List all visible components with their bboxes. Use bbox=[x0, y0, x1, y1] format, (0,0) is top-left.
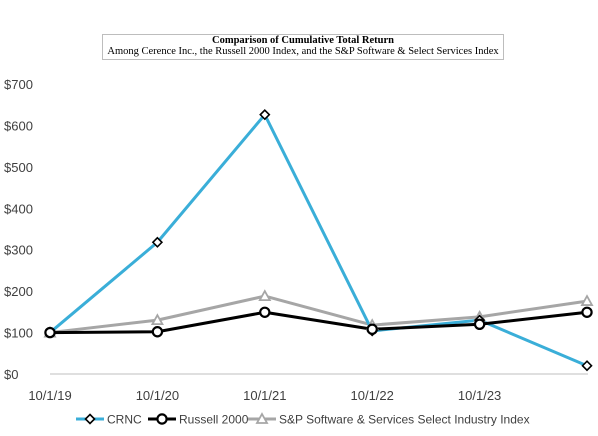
data-point-crnc bbox=[581, 360, 593, 372]
series-line-s-p-software-services-select-industry-index bbox=[49, 294, 588, 335]
y-tick-label: $700 bbox=[4, 77, 33, 92]
y-tick-label: $200 bbox=[4, 284, 33, 299]
legend-marker-russell-2000 bbox=[156, 413, 168, 425]
data-point-russell-2000 bbox=[473, 318, 486, 330]
data-point-russell-2000 bbox=[151, 326, 164, 338]
x-tick-label: 10/1/19 bbox=[28, 388, 71, 403]
legend-marker-s-p-software-services-select-industry-index bbox=[255, 412, 269, 424]
y-tick-label: $600 bbox=[4, 118, 33, 133]
y-tick-label: $100 bbox=[4, 326, 33, 341]
x-tick-label: 10/1/23 bbox=[458, 388, 501, 403]
data-point-s-p-software-services-select-industry-index bbox=[150, 313, 164, 326]
series-line-crnc bbox=[49, 113, 588, 368]
x-tick-label: 10/1/22 bbox=[351, 388, 394, 403]
data-point-russell-2000 bbox=[44, 326, 56, 339]
data-point-s-p-software-services-select-industry-index bbox=[580, 294, 594, 306]
y-tick-label: $300 bbox=[4, 243, 33, 258]
data-point-russell-2000 bbox=[581, 306, 593, 318]
data-point-crnc bbox=[259, 109, 271, 121]
legend-label-crnc: CRNC bbox=[107, 413, 142, 427]
legend-label-s-p-software-services-select-industry-index: S&P Software & Services Select Industry … bbox=[279, 413, 530, 427]
y-tick-label: $500 bbox=[4, 160, 33, 175]
x-tick-label: 10/1/21 bbox=[243, 388, 286, 403]
chart-subtitle: Among Cerence Inc., the Russell 2000 Ind… bbox=[107, 46, 499, 57]
data-point-crnc bbox=[151, 236, 164, 248]
y-tick-label: $0 bbox=[4, 367, 18, 382]
chart-title: Comparison of Cumulative Total Return bbox=[211, 35, 394, 46]
series-line-russell-2000 bbox=[49, 310, 588, 335]
legend-marker-crnc bbox=[84, 413, 96, 425]
data-point-russell-2000 bbox=[259, 306, 271, 318]
x-tick-label: 10/1/20 bbox=[136, 388, 179, 403]
chart-title-box: Comparison of Cumulative Total Return Am… bbox=[102, 34, 504, 60]
y-tick-label: $400 bbox=[4, 201, 33, 216]
data-point-russell-2000 bbox=[366, 323, 378, 335]
data-point-s-p-software-services-select-industry-index bbox=[258, 289, 272, 302]
legend-label-russell-2000: Russell 2000 bbox=[179, 413, 249, 427]
